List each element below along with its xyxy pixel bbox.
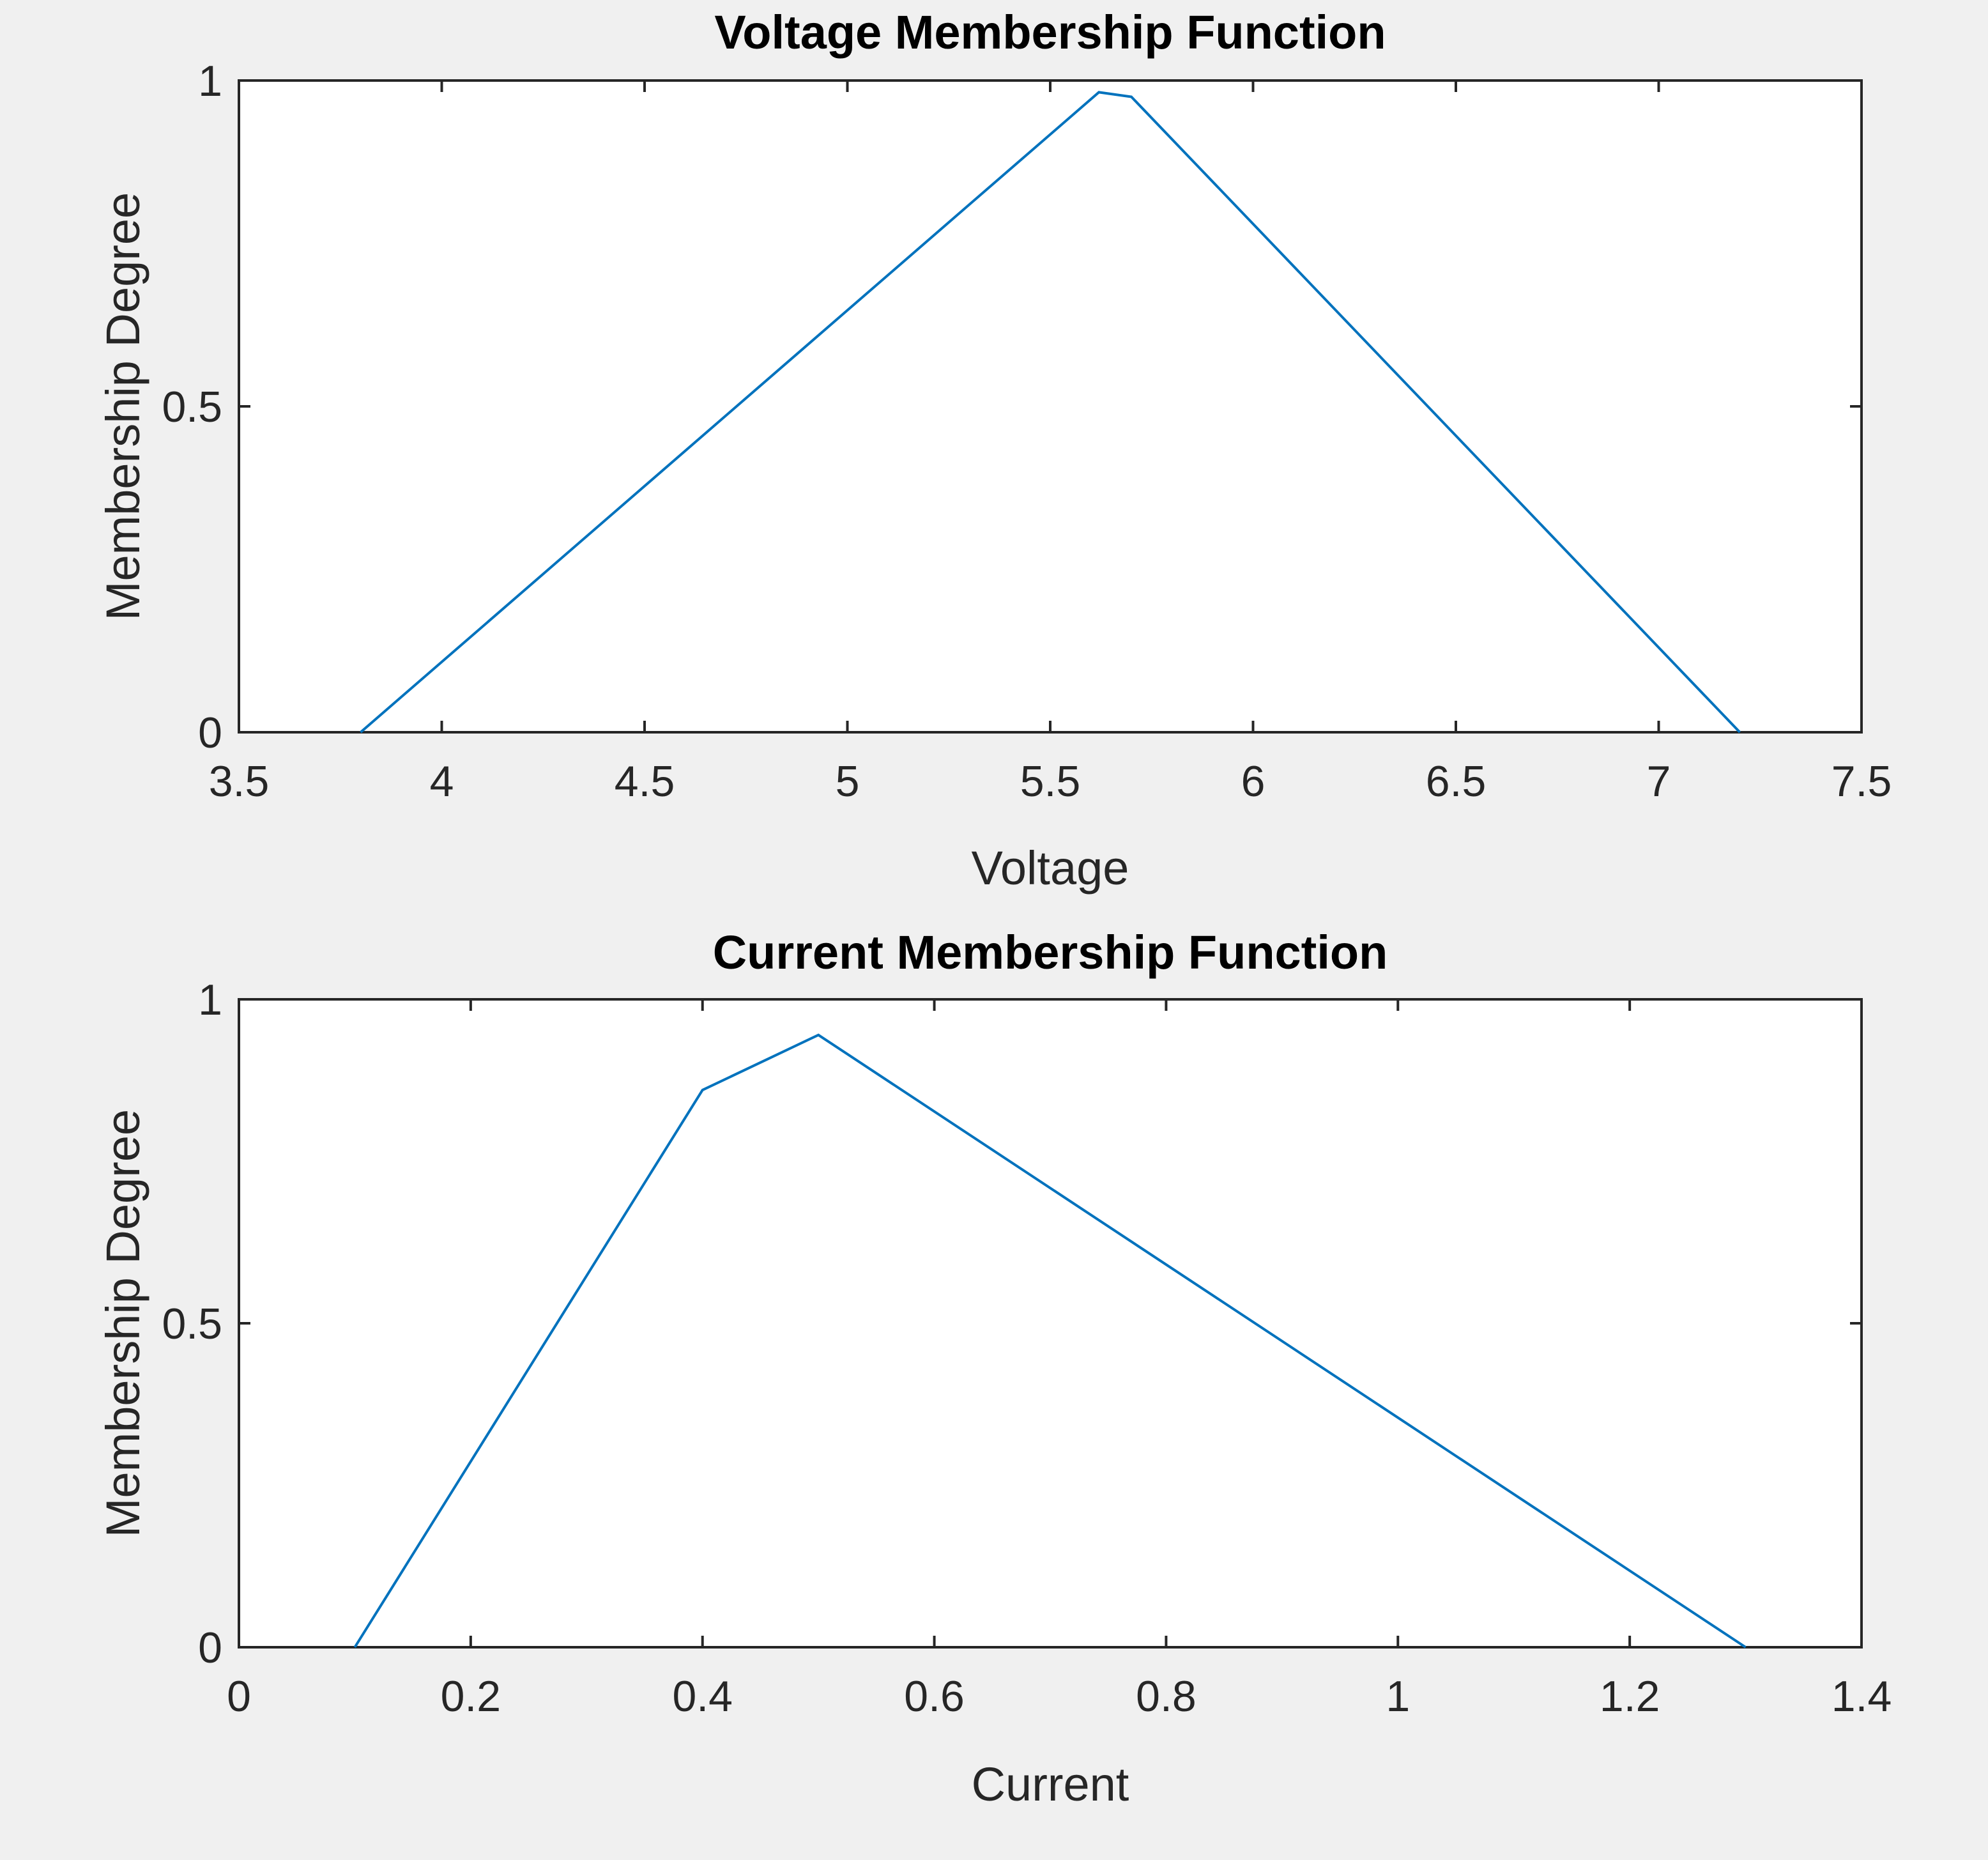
- voltage-x-tick-label: 5: [836, 757, 860, 806]
- current-x-tick-label: 0: [227, 1672, 251, 1721]
- current-x-tick-label: 0.2: [441, 1672, 501, 1721]
- current-y-axis-label: Membership Degree: [96, 1109, 149, 1537]
- voltage-x-tick-label: 3.5: [209, 757, 270, 806]
- current-x-ticks: 0 0.2 0.4 0.6 0.8 1 1.2 1.4: [227, 999, 1892, 1721]
- current-plot-area: [238, 998, 1863, 1649]
- voltage-x-tick-label: 7.5: [1831, 757, 1892, 806]
- current-y-ticks: 00.51: [162, 976, 1862, 1672]
- current-y-tick-label: 1: [198, 976, 222, 1024]
- voltage-x-tick-label: 6.5: [1426, 757, 1487, 806]
- current-y-tick-label: 0: [198, 1624, 222, 1672]
- current-x-tick-label: 0.8: [1136, 1672, 1197, 1721]
- current-x-axis-label: Current: [972, 1758, 1129, 1811]
- current-x-tick-label: 0.4: [672, 1672, 733, 1721]
- voltage-x-tick-label: 5.5: [1020, 757, 1081, 806]
- voltage-x-tick-label: 4.5: [615, 757, 675, 806]
- voltage-x-ticks: 3.5 4 4.5 5 5.5 6 6.5 7 7.5: [209, 81, 1892, 806]
- voltage-y-tick-label: 0: [198, 709, 222, 757]
- current-chart-title: Current Membership Function: [713, 926, 1388, 979]
- current-series: [353, 1033, 1747, 1649]
- voltage-y-tick-label: 1: [198, 57, 222, 105]
- current-x-tick-label: 1.4: [1831, 1672, 1892, 1721]
- voltage-y-ticks: 00.51: [162, 57, 1862, 757]
- current-y-tick-label: 0.5: [162, 1300, 222, 1348]
- current-x-tick-label: 0.6: [904, 1672, 965, 1721]
- current-subplot: Current Membership Function Current Memb…: [96, 926, 1892, 1811]
- current-membership-line: [353, 1033, 1747, 1649]
- voltage-x-tick-label: 7: [1647, 757, 1671, 806]
- voltage-membership-line: [360, 91, 1741, 734]
- voltage-plot-area: [238, 79, 1863, 734]
- voltage-subplot: Voltage Membership Function Voltage Memb…: [96, 6, 1892, 895]
- voltage-chart-title: Voltage Membership Function: [714, 6, 1386, 59]
- voltage-x-tick-label: 4: [430, 757, 454, 806]
- voltage-series: [360, 91, 1741, 734]
- voltage-y-axis-label: Membership Degree: [96, 192, 149, 620]
- current-x-tick-label: 1.2: [1600, 1672, 1660, 1721]
- voltage-x-axis-label: Voltage: [972, 842, 1129, 895]
- voltage-y-tick-label: 0.5: [162, 383, 222, 431]
- current-x-tick-label: 1: [1386, 1672, 1410, 1721]
- voltage-x-tick-label: 6: [1241, 757, 1265, 806]
